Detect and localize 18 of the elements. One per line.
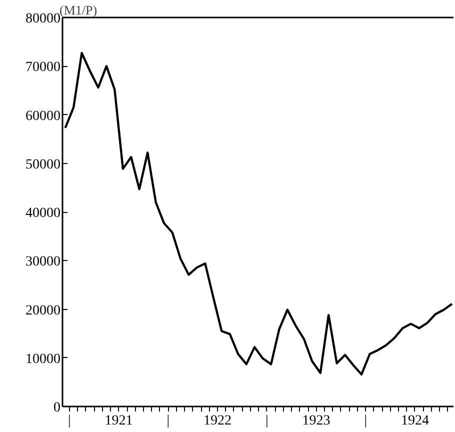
y-axis-title: (M1/P) (60, 2, 98, 18)
x-tick-label: | (166, 414, 170, 428)
y-tick-label: 60000 (26, 108, 60, 124)
y-tick-label: 40000 (26, 206, 60, 221)
y-tick-label: 10000 (26, 352, 60, 367)
x-tick-label: | (265, 414, 268, 428)
y-tick-label: 20000 (26, 303, 60, 318)
y-tick-label: 80000 (26, 12, 60, 26)
y-tick-label: 50000 (26, 157, 60, 172)
x-tick-label: 1924 (400, 414, 429, 428)
y-tick-label: 0 (54, 400, 60, 416)
y-tick-label: 30000 (26, 254, 60, 270)
x-tick-label: 1921 (104, 414, 133, 428)
y-tick-label: 70000 (26, 60, 60, 76)
x-tick-label: 1923 (302, 414, 330, 428)
x-tick-label: | (68, 414, 71, 428)
x-tick-label: 1922 (204, 414, 232, 428)
x-tick-label: | (364, 414, 368, 428)
